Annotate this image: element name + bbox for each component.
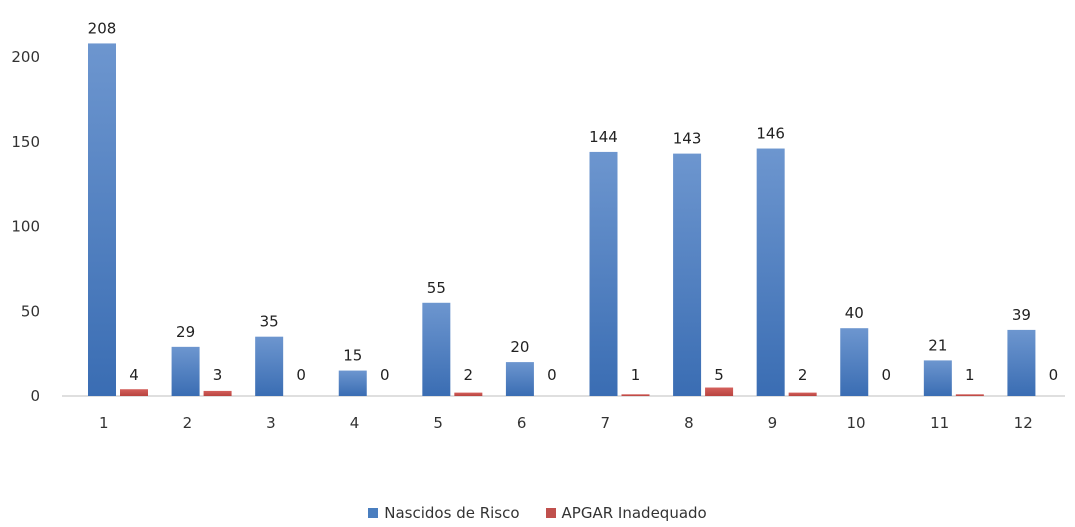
legend-item-series-0: Nascidos de Risco (368, 504, 520, 522)
data-label-series-1: 1 (965, 366, 975, 384)
x-axis-ticks: 1 2 3 4 5 6 7 8 9 10 11 12 (99, 414, 1033, 432)
x-tick-label: 6 (517, 414, 527, 432)
bar-series-0 (1007, 329, 1036, 396)
legend-item-series-1: APGAR Inadequado (545, 504, 707, 522)
bar-series-1 (203, 390, 232, 396)
y-tick-label: 50 (21, 302, 40, 320)
data-label-series-1: 4 (129, 366, 139, 384)
legend-swatch-series-1 (545, 508, 556, 518)
bar-series-0 (88, 43, 116, 396)
data-label-series-1: 1 (631, 366, 641, 384)
bar-series-1 (955, 394, 984, 396)
bar-series-1 (705, 387, 734, 396)
bar-series-1 (621, 394, 650, 396)
data-label-series-0: 21 (928, 336, 947, 354)
legend: Nascidos de Risco APGAR Inadequado (0, 504, 1075, 522)
data-label-series-1: 0 (380, 366, 390, 384)
bars (88, 43, 1036, 396)
x-tick-label: 10 (846, 414, 865, 432)
x-tick-label: 12 (1014, 414, 1033, 432)
x-tick-label: 5 (433, 414, 443, 432)
x-tick-label: 8 (684, 414, 694, 432)
x-tick-label: 9 (768, 414, 778, 432)
data-label-series-0: 55 (427, 279, 446, 297)
bar-series-0 (505, 362, 534, 396)
x-tick-label: 1 (99, 414, 109, 432)
bar-series-1 (788, 392, 817, 396)
bar-series-0 (255, 336, 284, 396)
data-label-series-0: 39 (1012, 306, 1031, 324)
bar-series-0 (422, 302, 451, 396)
legend-swatch-series-0 (368, 508, 379, 518)
y-tick-label: 200 (11, 48, 40, 66)
data-label-series-1: 0 (881, 366, 891, 384)
data-label-series-1: 2 (464, 366, 474, 384)
data-label-series-0: 146 (756, 125, 785, 143)
data-label-series-0: 144 (589, 128, 618, 146)
x-tick-label: 4 (350, 414, 360, 432)
x-tick-label: 2 (183, 414, 193, 432)
x-tick-label: 3 (266, 414, 276, 432)
data-label-series-0: 29 (176, 323, 195, 341)
x-tick-label: 7 (601, 414, 611, 432)
bar-series-0 (840, 328, 869, 396)
bar-series-0 (338, 370, 367, 396)
bar-series-0 (756, 148, 785, 396)
bar-series-0 (923, 360, 952, 396)
data-label-series-1: 2 (798, 366, 808, 384)
y-axis-ticks: 0 50 100 150 200 (11, 48, 40, 405)
x-tick-label: 11 (930, 414, 949, 432)
y-tick-label: 100 (11, 218, 40, 236)
data-labels: 208 4 29 3 35 0 15 0 55 2 20 0 144 1 143 5 146 2 40 0 21 1 39 0 (88, 19, 1059, 384)
legend-label-series-1: APGAR Inadequado (561, 504, 707, 522)
data-label-series-1: 0 (296, 366, 306, 384)
legend-label-series-0: Nascidos de Risco (384, 504, 520, 522)
y-tick-label: 0 (30, 387, 40, 405)
data-label-series-1: 3 (213, 366, 223, 384)
data-label-series-0: 208 (88, 19, 117, 37)
data-label-series-0: 15 (343, 347, 362, 365)
data-label-series-1: 5 (714, 366, 724, 384)
data-label-series-1: 0 (547, 366, 557, 384)
data-label-series-0: 20 (510, 338, 529, 356)
bar-series-0 (589, 151, 618, 396)
bar-series-0 (171, 346, 200, 396)
bar-series-0 (673, 153, 702, 396)
data-label-series-0: 40 (845, 304, 864, 322)
data-label-series-0: 35 (260, 313, 279, 331)
y-tick-label: 150 (11, 133, 40, 151)
bar-series-1 (454, 392, 483, 396)
data-label-series-1: 0 (1049, 366, 1059, 384)
bar-series-1 (120, 389, 148, 396)
data-label-series-0: 143 (673, 130, 702, 148)
